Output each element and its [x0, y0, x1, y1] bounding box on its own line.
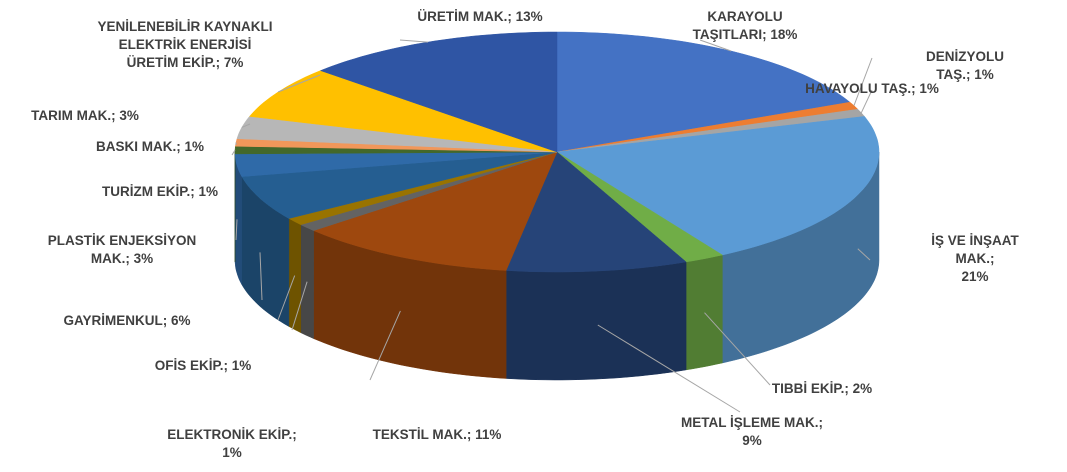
leader-line: [399, 39, 428, 43]
leader-line: [704, 312, 771, 386]
leader-line: [853, 57, 873, 106]
data-label: İŞ VE İNŞAAT MAK.; 21%: [931, 233, 1019, 284]
leader-line: [231, 149, 236, 156]
data-label: YENİLENEBİLİR KAYNAKLI ELEKTRİK ENERJİSİ…: [97, 19, 273, 70]
data-label: HAVAYOLU TAŞ.; 1%: [805, 81, 939, 96]
leader-line: [857, 248, 871, 261]
data-label: ÜRETİM MAK.; 13%: [417, 9, 543, 24]
slice: [556, 151, 724, 263]
leader-line: [699, 39, 732, 52]
slice: [505, 151, 687, 273]
data-label: GAYRİMENKUL; 6%: [63, 313, 191, 328]
data-label: METAL İŞLEME MAK.; 9%: [681, 415, 823, 448]
leader-line: [369, 310, 401, 381]
slice-side: [288, 218, 302, 334]
leader-line: [277, 275, 296, 321]
data-label: OFİS EKİP.; 1%: [154, 358, 252, 373]
leader-line: [235, 219, 238, 241]
leader-line: [241, 123, 251, 128]
slice: [556, 116, 880, 256]
leader-line: [277, 74, 321, 93]
slice-side: [685, 254, 723, 371]
data-label: TIBBİ EKİP.; 2%: [771, 381, 873, 396]
slice: [312, 151, 558, 271]
data-label: TURİZM EKİP.; 1%: [101, 184, 219, 199]
data-label: KARAYOLU TAŞITLARI; 18%: [692, 9, 798, 42]
data-label: TARIM MAK.; 3%: [31, 108, 139, 123]
leader-line: [259, 252, 263, 301]
leader-line: [597, 324, 741, 413]
leader-line: [291, 281, 308, 331]
data-label: ELEKTRONİK EKİP.; 1%: [167, 427, 297, 460]
leader-line: [860, 89, 873, 114]
data-label: TEKSTİL MAK.; 11%: [372, 427, 502, 442]
data-label: PLASTİK ENJEKSİYON MAK.; 3%: [47, 233, 197, 266]
data-label: DENİZYOLU TAŞ.; 1%: [925, 49, 1004, 82]
slice-side: [300, 224, 314, 339]
slice: [234, 151, 558, 177]
data-label: BASKI MAK.; 1%: [95, 139, 205, 154]
slice: [241, 151, 558, 219]
